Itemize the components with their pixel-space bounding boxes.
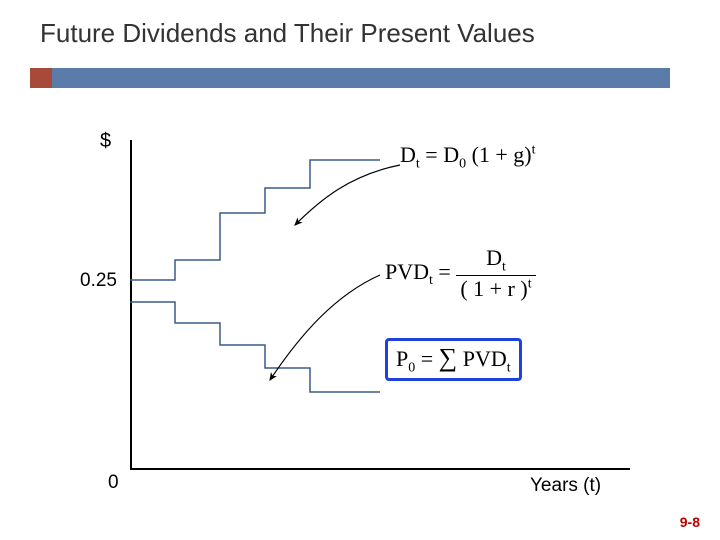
accent-red [30, 68, 52, 88]
arrow-to-upper [295, 165, 400, 225]
x-axis [130, 468, 630, 470]
formula-dividend: Dt = D0 (1 + g)t [400, 142, 536, 172]
y-start-label: 0.25 [80, 270, 117, 292]
arrow-to-lower [270, 275, 380, 380]
y-axis [130, 140, 132, 470]
y-axis-label: $ [100, 130, 111, 153]
accent-blue [52, 68, 670, 88]
page-title: Future Dividends and Their Present Value… [40, 18, 535, 49]
lower-step-line [130, 302, 380, 392]
formula-price: P0 = ∑ PVDt [385, 338, 522, 381]
upper-step-line [130, 160, 380, 280]
accent-bar [30, 68, 670, 88]
origin-label: 0 [108, 472, 119, 494]
page-number: 9-8 [680, 514, 700, 530]
formula-pvd: PVDt = Dt ( 1 + r )t [385, 245, 536, 302]
chart-svg [90, 120, 650, 490]
x-axis-label: Years (t) [530, 475, 601, 497]
chart-area: $ 0.25 0 Years (t) Dt = D0 (1 + g)t PVDt… [90, 120, 650, 490]
